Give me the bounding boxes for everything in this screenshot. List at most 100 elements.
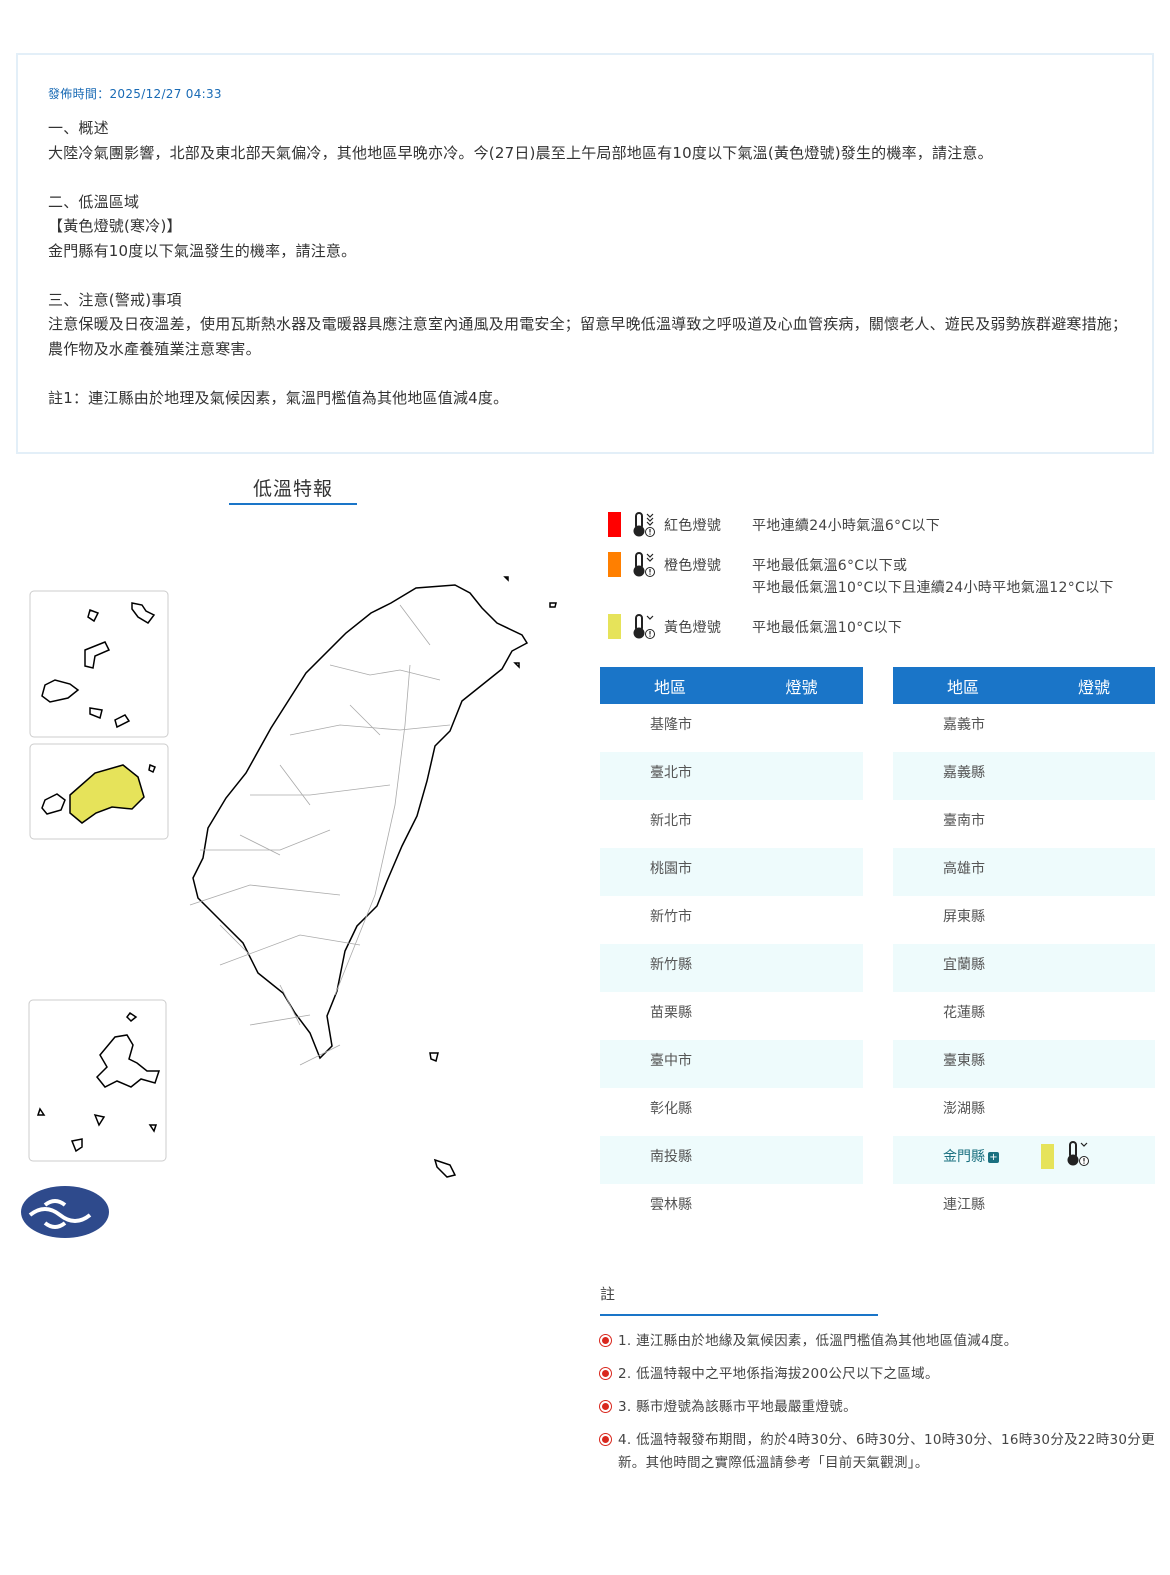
legend-swatch: [608, 512, 621, 537]
thermometer-yellow-icon: [1064, 1141, 1090, 1171]
area-name: 連江縣: [943, 1197, 985, 1213]
lesser-kinmen: [41, 763, 156, 815]
signal-cell: [740, 1136, 863, 1184]
area-name: 臺南市: [943, 813, 985, 829]
table-row: 基隆市: [600, 704, 863, 752]
table-row: 嘉義縣: [893, 752, 1155, 800]
signal-cell: [740, 992, 863, 1040]
bullet-icon: [600, 1368, 611, 1379]
area-name: 臺北市: [650, 765, 692, 781]
penghu-islands: [41, 602, 156, 729]
signal-cell: [1033, 1088, 1155, 1136]
area-name: 臺東縣: [943, 1053, 985, 1069]
area-name: 新竹縣: [650, 957, 692, 973]
taiwan-map[interactable]: [0, 505, 580, 1245]
signal-cell: [740, 896, 863, 944]
caution-body: 注意保暖及日夜溫差，使用瓦斯熱水器及電暖器具應注意室內通風及用電安全；留意早晚低…: [48, 315, 1128, 358]
area-link[interactable]: 金門縣: [943, 1149, 985, 1165]
legend-desc: 平地最低氣溫10°C以下且連續24小時平地氣溫12°C以下: [752, 580, 1114, 596]
area-name: 新北市: [650, 813, 692, 829]
spacer: [48, 165, 1132, 190]
table-row: 新北市: [600, 800, 863, 848]
spacer: [48, 361, 1132, 386]
legend-name: 橙色燈號: [664, 558, 722, 574]
table-row: 桃園市: [600, 848, 863, 896]
summary-panel: 發佈時間：2025/12/27 04:33 一、概述 大陸冷氣團影響，北部及東北…: [16, 53, 1154, 454]
caution-title: 三、注意(警戒)事項: [48, 290, 182, 309]
note-item: 2. 低溫特報中之平地係指海拔200公尺以下之區域。: [600, 1363, 1155, 1386]
signal-cell: [740, 1040, 863, 1088]
table-row: 新竹市: [600, 896, 863, 944]
table-row: 花蓮縣: [893, 992, 1155, 1040]
spacer: [48, 263, 1132, 288]
col-area: 地區: [600, 667, 740, 704]
notes-title: 註: [600, 1283, 878, 1316]
table-row: 苗栗縣: [600, 992, 863, 1040]
signal-cell: [740, 848, 863, 896]
table-row: 雲林縣: [600, 1184, 863, 1232]
signal-cell: [740, 1088, 863, 1136]
note-item: 1. 連江縣由於地緣及氣候因素，低溫門檻值為其他地區值減4度。: [600, 1330, 1155, 1353]
table-row: 高雄市: [893, 848, 1155, 896]
lower-section: 低溫特報 紅色燈號 平地連續24小時氣溫6°C以下 橙色燈號 平地最低氣溫6°C以下或…: [0, 454, 1170, 1522]
cwa-logo: [21, 1186, 109, 1238]
table-row: 臺中市: [600, 1040, 863, 1088]
note-text: 4. 低溫特報發布期間，約於4時30分、6時30分、10時30分、16時30分及…: [618, 1432, 1155, 1471]
table-row: 彰化縣: [600, 1088, 863, 1136]
left-area-table: 地區 燈號 基隆市臺北市新北市桃園市新竹市新竹縣苗栗縣臺中市彰化縣南投縣雲林縣: [600, 667, 863, 1232]
legend-item: 橙色燈號 平地最低氣溫6°C以下或 平地最低氣溫10°C以下且連續24小時平地氣溫1…: [608, 552, 1168, 614]
col-signal: 燈號: [740, 667, 863, 704]
note-text: 2. 低溫特報中之平地係指海拔200公尺以下之區域。: [618, 1366, 939, 1382]
area-title: 二、低溫區域: [48, 192, 140, 211]
signal-cell: [1033, 992, 1155, 1040]
signal-cell: [740, 1184, 863, 1232]
col-area: 地區: [893, 667, 1033, 704]
signal-cell: [1033, 896, 1155, 944]
table-row: 臺東縣: [893, 1040, 1155, 1088]
legend-name: 黃色燈號: [664, 620, 722, 636]
legend-swatch: [608, 552, 621, 577]
table-row: 澎湖縣: [893, 1088, 1155, 1136]
overview-title: 一、概述: [48, 119, 109, 137]
bullet-icon: [600, 1335, 611, 1346]
overview-body: 大陸冷氣團影響，北部及東北部天氣偏冷，其他地區早晚亦冷。今(27日)晨至上午局部…: [48, 143, 993, 162]
signal-cell: [1033, 848, 1155, 896]
signal-cell: [1033, 1040, 1155, 1088]
kinmen-island: [69, 764, 145, 824]
signal-cell: [1033, 800, 1155, 848]
bullet-icon: [600, 1434, 611, 1445]
area-subtitle: 【黃色燈號(寒冷)】: [48, 217, 182, 235]
table-row: 南投縣: [600, 1136, 863, 1184]
signal-cell: [1033, 1136, 1155, 1184]
thermometer-orange-icon: [630, 552, 656, 582]
county-borders: [189, 604, 451, 1066]
matsu-inset: [28, 999, 167, 1162]
table-row: 新竹縣: [600, 944, 863, 992]
area-name: 桃園市: [650, 861, 692, 877]
penghu-inset: [29, 590, 169, 738]
expand-icon[interactable]: +: [988, 1152, 999, 1163]
matsu-islands: [36, 1011, 161, 1153]
area-name: 屏東縣: [943, 909, 985, 925]
bullet-icon: [600, 1401, 611, 1412]
legend-item: 黃色燈號 平地最低氣溫10°C以下: [608, 614, 1168, 654]
area-name: 雲林縣: [650, 1197, 692, 1213]
table-row: 連江縣: [893, 1184, 1155, 1232]
signal-cell: [1033, 944, 1155, 992]
note-text: 1. 連江縣由於地緣及氣候因素，低溫門檻值為其他地區值減4度。: [618, 1333, 1018, 1349]
signal-cell: [1033, 1184, 1155, 1232]
legend-swatch: [608, 614, 621, 639]
area-name: 嘉義市: [943, 717, 985, 733]
kinmen-inset: [29, 743, 169, 840]
legend-item: 紅色燈號 平地連續24小時氣溫6°C以下: [608, 512, 1168, 552]
area-name: 彰化縣: [650, 1101, 692, 1117]
legend-desc: 平地最低氣溫10°C以下: [752, 620, 903, 636]
area-name: 苗栗縣: [650, 1005, 692, 1021]
area-name: 澎湖縣: [943, 1101, 985, 1117]
issued-time: 發佈時間：2025/12/27 04:33: [48, 87, 222, 101]
area-name: 嘉義縣: [943, 765, 985, 781]
taiwan-main-island: [192, 584, 529, 1060]
legend-desc: 平地連續24小時氣溫6°C以下: [752, 518, 940, 534]
signal-cell: [740, 752, 863, 800]
note-text: 3. 縣市燈號為該縣市平地最嚴重燈號。: [618, 1399, 857, 1415]
